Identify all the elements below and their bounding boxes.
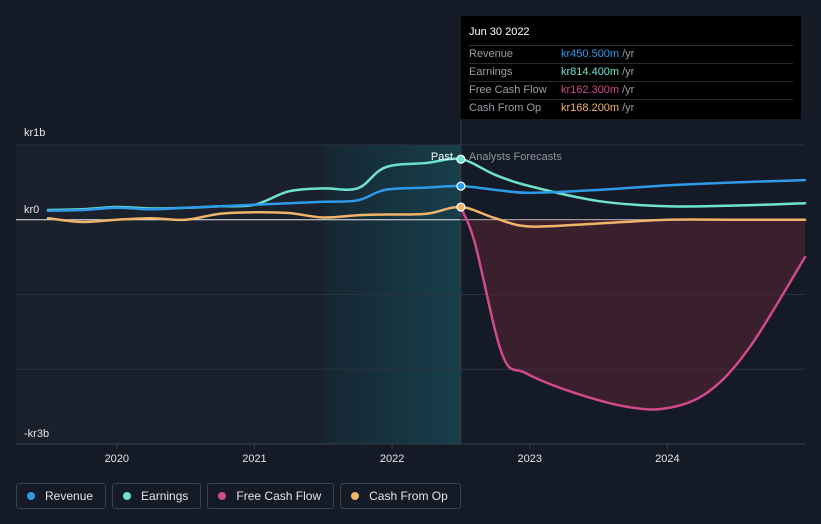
fcf-area xyxy=(460,207,805,410)
legend-item-free-cash-flow[interactable]: Free Cash Flow xyxy=(207,483,335,509)
tooltip-value: kr450.500m xyxy=(561,48,620,60)
tooltip-unit: /yr xyxy=(622,48,635,60)
x-tick-label: 2023 xyxy=(517,453,541,465)
free-cash-flow-area-fill xyxy=(460,207,805,410)
legend-label: Revenue xyxy=(45,489,94,503)
tooltip-row-cash-from-op: Cash From Op kr168.200m /yr xyxy=(469,100,793,117)
x-tick-label: 2020 xyxy=(105,453,129,465)
tooltip-unit: /yr xyxy=(622,66,635,78)
y-tick-label: kr0 xyxy=(24,204,39,216)
legend-item-cash-from-op[interactable]: Cash From Op xyxy=(340,483,461,509)
legend-label: Free Cash Flow xyxy=(236,489,322,503)
earnings-highlight-point xyxy=(456,154,466,164)
y-tick-label: -kr3b xyxy=(24,428,49,440)
x-axis-ticks: 2020 2021 2022 2023 2024 xyxy=(105,444,680,465)
series-lines xyxy=(46,157,807,411)
legend-label: Earnings xyxy=(141,489,189,503)
highlight-points xyxy=(456,154,466,212)
cash-from-op-line xyxy=(46,205,807,228)
revenue-highlight-point xyxy=(456,181,466,191)
legend-label: Cash From Op xyxy=(369,489,448,503)
y-axis-ticks: kr1b kr0 -kr3b xyxy=(24,127,49,440)
tooltip: Jun 30 2022 Revenue kr450.500m /yr Earni… xyxy=(461,16,801,119)
tooltip-unit: /yr xyxy=(622,102,635,114)
cash-from-op-highlight-point xyxy=(456,202,466,212)
legend-dot-icon xyxy=(351,492,360,500)
legend-dot-icon xyxy=(218,492,227,500)
legend-item-earnings[interactable]: Earnings xyxy=(112,483,202,509)
legend: Revenue Earnings Free Cash Flow Cash Fro… xyxy=(16,483,461,509)
forecast-label: Analysts Forecasts xyxy=(469,151,562,163)
tooltip-value: kr168.200m xyxy=(561,102,620,114)
tooltip-row-earnings: Earnings kr814.400m /yr xyxy=(469,64,793,82)
tooltip-unit: /yr xyxy=(622,84,635,96)
free-cash-flow-line xyxy=(459,206,807,411)
tooltip-label: Revenue xyxy=(469,48,514,60)
tooltip-value: kr162.300m xyxy=(561,84,620,96)
x-tick-label: 2022 xyxy=(380,453,404,465)
tooltip-date: Jun 30 2022 xyxy=(469,25,793,46)
x-tick-label: 2024 xyxy=(655,453,679,465)
tooltip-value: kr814.400m xyxy=(561,66,620,78)
tooltip-label: Earnings xyxy=(469,66,513,78)
legend-dot-icon xyxy=(123,492,132,500)
x-tick-label: 2021 xyxy=(242,453,266,465)
revenue-line xyxy=(46,178,807,213)
legend-dot-icon xyxy=(27,492,35,500)
tooltip-label: Cash From Op xyxy=(469,102,542,114)
past-label: Past xyxy=(431,151,453,163)
tooltip-row-free-cash-flow: Free Cash Flow kr162.300m /yr xyxy=(469,82,793,100)
tooltip-row-revenue: Revenue kr450.500m /yr xyxy=(469,46,793,64)
y-tick-label: kr1b xyxy=(24,127,45,139)
tooltip-label: Free Cash Flow xyxy=(469,84,547,96)
legend-item-revenue[interactable]: Revenue xyxy=(16,483,107,509)
